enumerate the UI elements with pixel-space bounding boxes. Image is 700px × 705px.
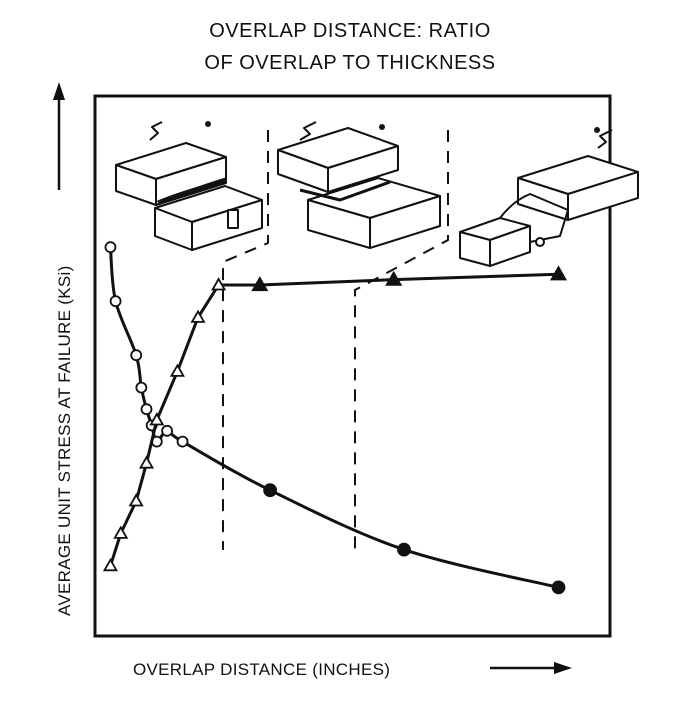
series-triangle-point-6	[190, 309, 206, 323]
series-triangle-point-3	[138, 455, 155, 469]
series-circle-point-9	[263, 483, 278, 498]
series-triangle-point-4	[149, 412, 165, 426]
joint-illustration-transition	[277, 121, 441, 249]
series-circle-point-11	[551, 580, 566, 595]
chart-subtitle: OF OVERLAP TO THICKNESS	[204, 52, 496, 74]
series-circle-point-7	[161, 424, 174, 437]
divider-left-line	[222, 130, 269, 550]
series-triangle-point-0	[102, 557, 119, 572]
region-dividers	[222, 130, 449, 555]
x-axis-label: OVERLAP DISTANCE (INCHES)	[133, 660, 390, 679]
series-triangle-point-2	[128, 493, 144, 507]
plot-frame	[93, 94, 612, 638]
x-axis-arrow	[490, 662, 572, 674]
series-circle-point-1	[109, 295, 122, 308]
series-circle-point-0	[104, 241, 117, 254]
series-circle-point-2	[130, 349, 143, 362]
data-layer	[102, 241, 568, 595]
series-triangle-point-10	[549, 265, 568, 281]
series-circle-point-4	[140, 403, 153, 416]
series-circle-point-8	[176, 435, 189, 448]
series-triangle-point-8	[251, 276, 269, 292]
series-circle-point-10	[397, 542, 411, 557]
series-triangle-point-1	[113, 525, 129, 539]
joint-illustration-adhesive-failure	[115, 121, 263, 251]
series-triangle-point-7	[211, 277, 227, 291]
chart-title: OVERLAP DISTANCE: RATIO	[209, 20, 491, 42]
joint-illustration-adherend-failure	[459, 127, 639, 267]
series-circle-line	[108, 247, 559, 589]
y-axis-arrow	[53, 82, 65, 190]
series-triangle-point-5	[169, 363, 185, 377]
series-circle-point-3	[135, 381, 148, 394]
y-axis-label: AVERAGE UNIT STRESS AT FAILURE (KSi)	[55, 265, 74, 616]
series-triangle-point-9	[385, 270, 403, 286]
